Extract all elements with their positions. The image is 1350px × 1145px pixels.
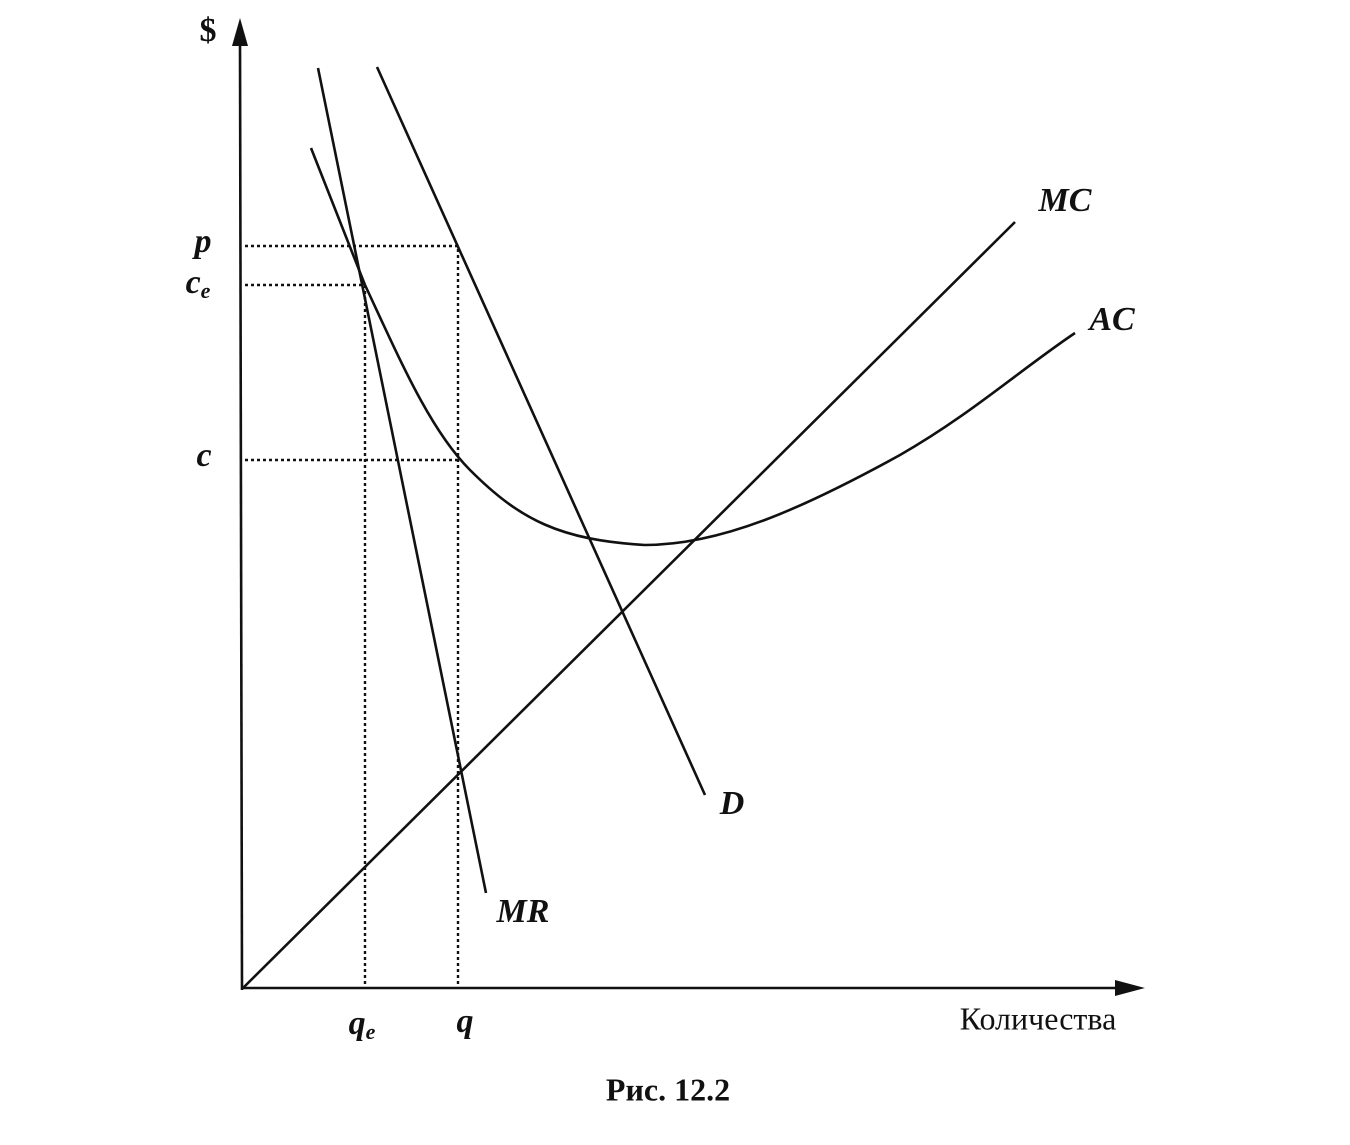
mc-curve — [242, 221, 1016, 989]
label-ce: ce — [186, 264, 211, 303]
label-p: p — [192, 223, 212, 260]
ac-curve — [309, 147, 1076, 547]
y-axis-label: $ — [200, 12, 217, 49]
demand-curve — [375, 66, 707, 796]
label-mc: MC — [1038, 182, 1092, 219]
label-qe: qe — [349, 1005, 376, 1044]
x-axis-label: Количества — [960, 1000, 1117, 1036]
x-axis-arrow — [1115, 980, 1145, 996]
label-ac: AC — [1087, 301, 1135, 338]
guide-p-q — [245, 244, 460, 988]
y-axis — [238, 39, 244, 991]
caption: Рис. 12.2 — [606, 1071, 730, 1107]
label-q: q — [457, 1003, 474, 1040]
y-axis-arrow — [232, 18, 248, 46]
label-mr: MR — [496, 893, 550, 930]
mr-curve — [316, 67, 488, 894]
label-d: D — [719, 785, 745, 822]
guide-ce-qe — [245, 283, 367, 988]
label-c: c — [196, 437, 211, 474]
